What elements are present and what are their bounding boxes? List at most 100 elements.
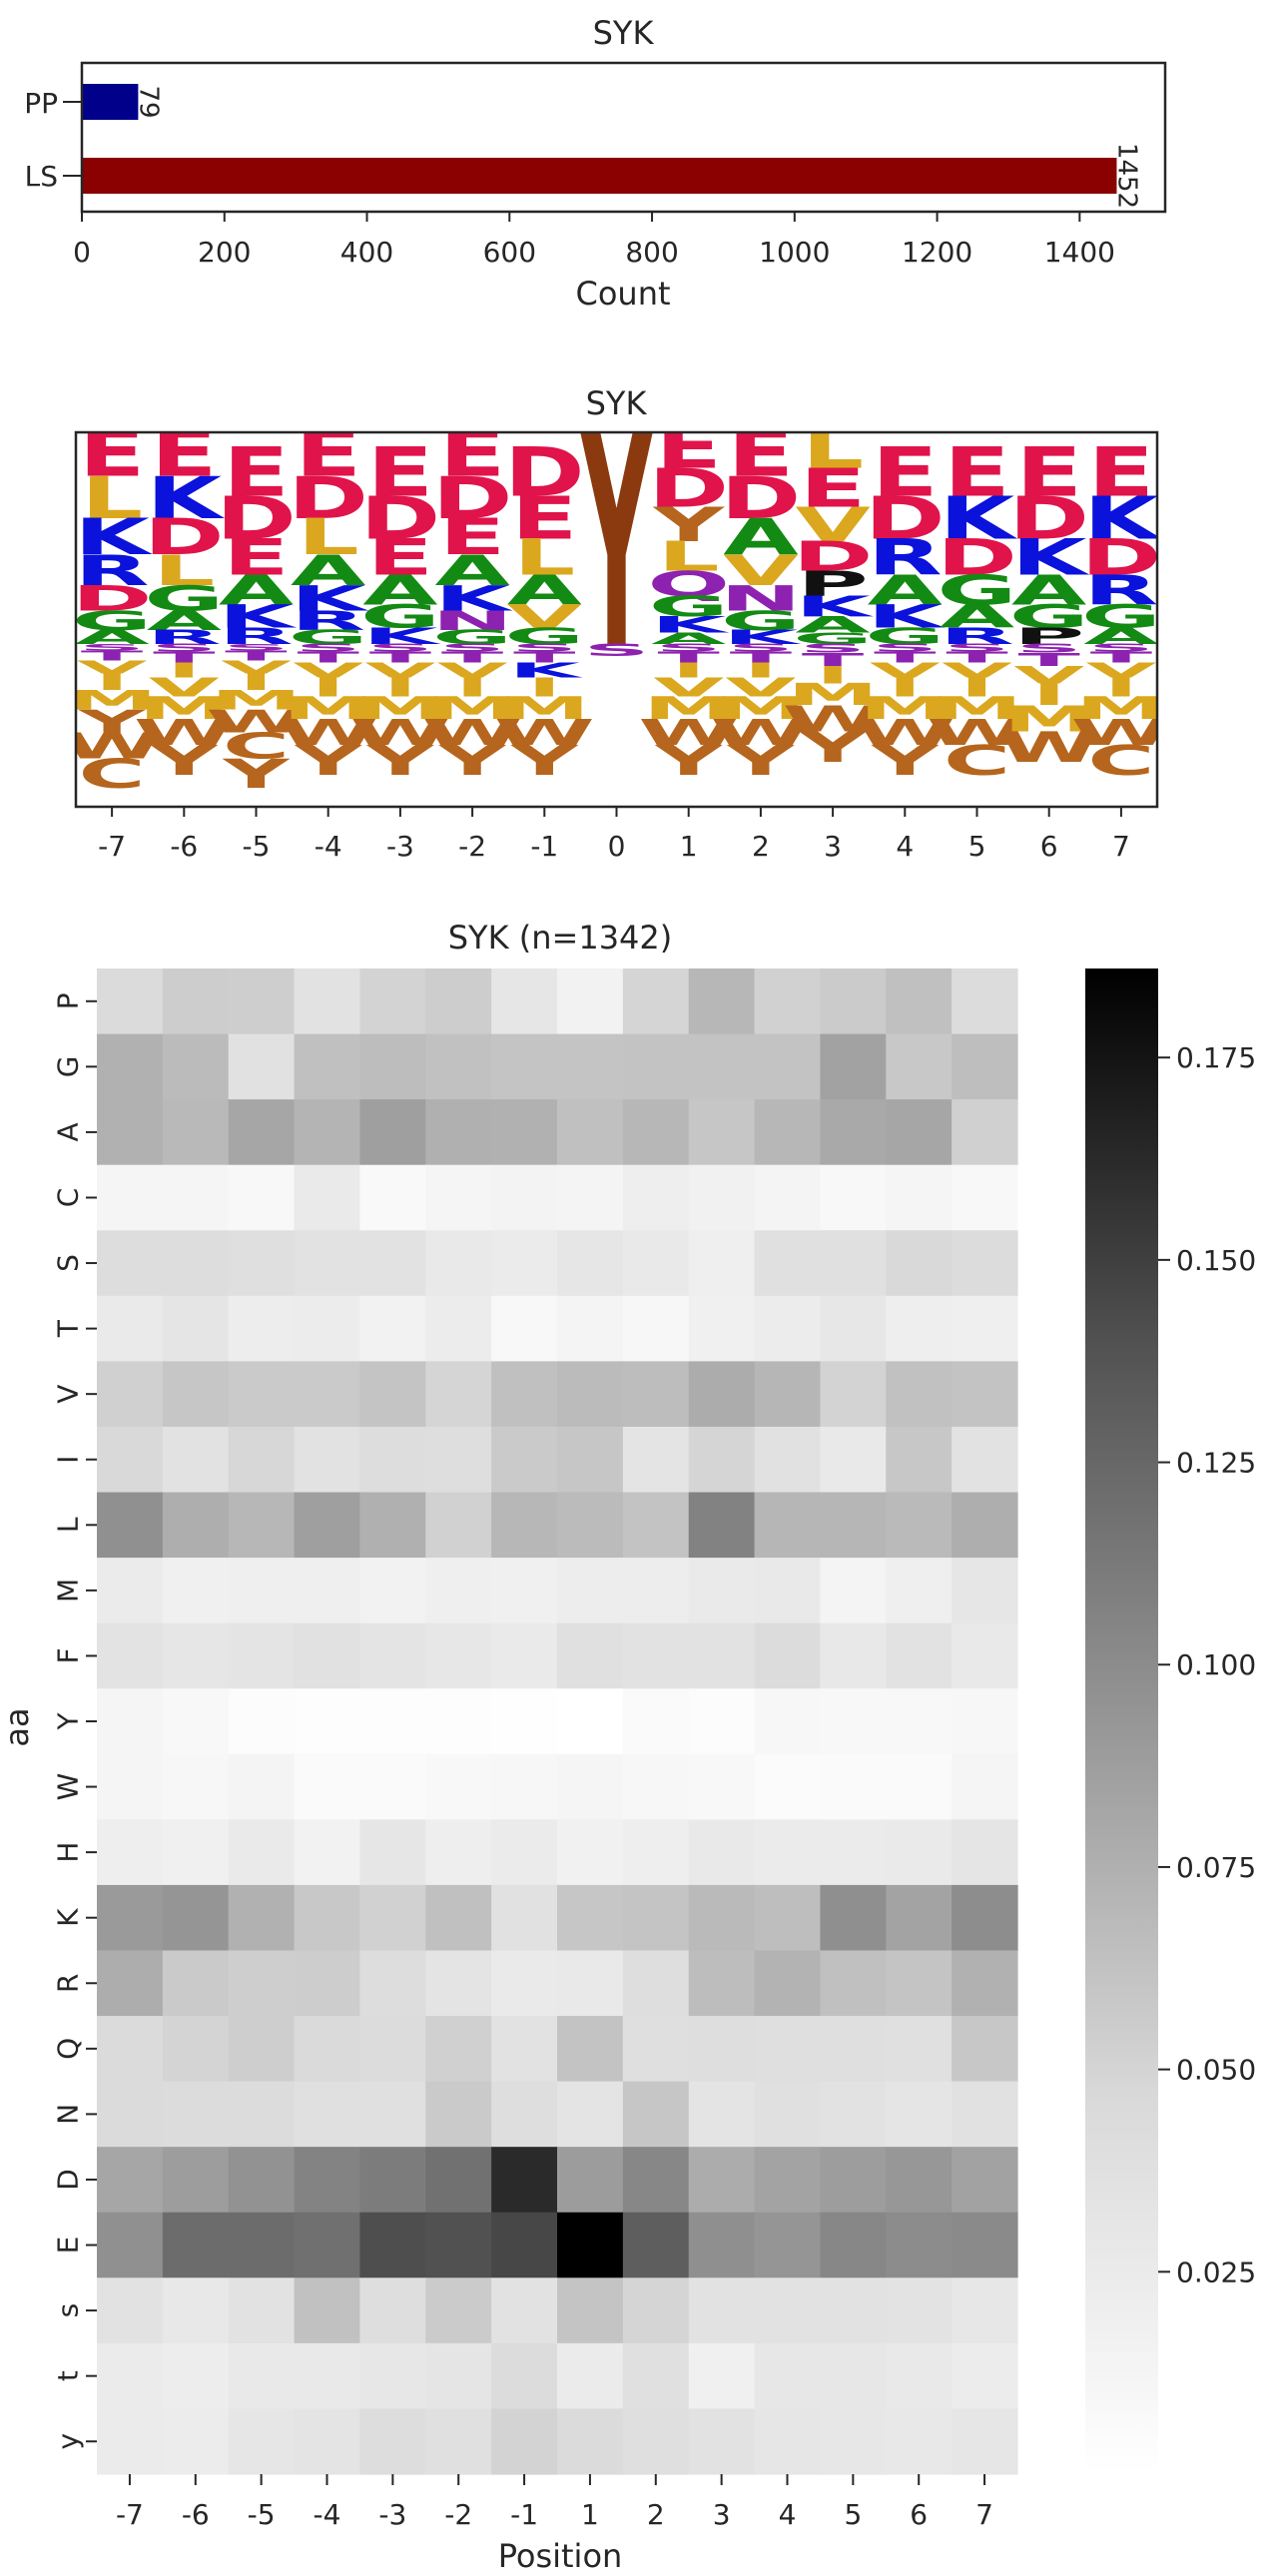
heatmap-y-tick-label: V bbox=[52, 1385, 85, 1404]
bar-x-tick-label: 1000 bbox=[759, 236, 830, 269]
heatmap-x-tick-label: 5 bbox=[844, 2498, 862, 2531]
heatmap-cell bbox=[886, 1950, 953, 2017]
heatmap-cell bbox=[886, 1492, 953, 1559]
heatmap-cell bbox=[359, 1884, 426, 1952]
logo-x-tick-label: -3 bbox=[386, 830, 414, 863]
logo-letter: Q bbox=[647, 564, 730, 604]
heatmap-cell bbox=[162, 1884, 230, 1952]
logo-letter: W bbox=[638, 713, 739, 754]
logo-letter: V bbox=[1013, 661, 1084, 689]
heatmap-cell bbox=[425, 1622, 492, 1689]
heatmap-cell bbox=[820, 2016, 887, 2083]
logo-letter: R bbox=[75, 546, 150, 596]
logo-letter: G bbox=[144, 579, 224, 619]
heatmap-cell bbox=[886, 2147, 953, 2214]
logo-letter: D bbox=[144, 508, 225, 566]
logo-letter: L bbox=[81, 464, 143, 531]
heatmap-y-axis-label: aa bbox=[0, 1707, 36, 1746]
logo-x-tick-label: -2 bbox=[458, 830, 486, 863]
heatmap-x-tick-label: -1 bbox=[510, 2498, 538, 2531]
logo-letter: W bbox=[278, 713, 378, 754]
heatmap-cell bbox=[228, 2212, 296, 2278]
heatmap-cell bbox=[294, 2016, 361, 2083]
heatmap-cell bbox=[294, 1164, 361, 1231]
heatmap-cell bbox=[359, 1688, 426, 1755]
logo-letter: S bbox=[728, 642, 794, 654]
heatmap-cell bbox=[359, 2342, 426, 2410]
heatmap-cell bbox=[228, 1426, 296, 1494]
heatmap-y-tick-label: A bbox=[52, 1122, 85, 1141]
logo-letter: S bbox=[1016, 642, 1082, 656]
bar-y-axis: PP LS bbox=[24, 87, 82, 193]
heatmap-cell bbox=[491, 1164, 558, 1231]
logo-letter: A bbox=[795, 612, 871, 638]
logo-letter: A bbox=[723, 508, 798, 566]
heatmap-cell bbox=[688, 2016, 756, 2083]
heatmap-y-tick-label: H bbox=[52, 1842, 85, 1863]
heatmap-cell bbox=[359, 968, 426, 1035]
logo-letter: N bbox=[720, 579, 801, 619]
heatmap-cell bbox=[557, 1426, 624, 1494]
logo-letter: V bbox=[365, 659, 436, 683]
heatmap-cell bbox=[425, 1230, 492, 1297]
logo-letter: M bbox=[499, 691, 590, 727]
logo-letter: S bbox=[296, 642, 361, 654]
heatmap-cell bbox=[886, 1688, 953, 1755]
heatmap-cell bbox=[425, 1950, 492, 2017]
heatmap-cell bbox=[359, 1950, 426, 2017]
heatmap-cell bbox=[425, 1164, 492, 1231]
heatmap-cell bbox=[622, 1819, 690, 1886]
logo-letter: D bbox=[1008, 484, 1089, 553]
heatmap-cell bbox=[557, 1622, 624, 1689]
heatmap-cell bbox=[162, 2147, 230, 2214]
logo-letter: D bbox=[1080, 529, 1161, 587]
heatmap-cell bbox=[228, 1295, 296, 1362]
logo-letter: R bbox=[291, 605, 365, 636]
bar bbox=[82, 84, 139, 120]
logo-x-tick-label: 6 bbox=[1040, 830, 1058, 863]
logo-letter: I bbox=[816, 661, 850, 689]
heatmap-cell bbox=[886, 1230, 953, 1297]
heatmap-cell bbox=[97, 2147, 164, 2214]
colorbar-tick-label: 0.075 bbox=[1176, 1851, 1256, 1884]
logo-letter: Y bbox=[365, 737, 435, 785]
heatmap-cell bbox=[688, 1753, 756, 1820]
heatmap-cell bbox=[688, 2081, 756, 2148]
heatmap-cell bbox=[952, 2277, 1018, 2344]
heatmap-cell bbox=[359, 1622, 426, 1689]
logo-letter: Y bbox=[510, 737, 580, 785]
bar-x-tick-label: 0 bbox=[73, 236, 91, 269]
logo-letter: V bbox=[293, 659, 363, 683]
heatmap-cell bbox=[228, 2016, 296, 2083]
logo-letter: K bbox=[74, 508, 153, 566]
heatmap-cell bbox=[820, 968, 887, 1035]
heatmap-cell bbox=[622, 1753, 690, 1820]
heatmap-cell bbox=[886, 2212, 953, 2278]
heatmap-x-tick-label: 1 bbox=[581, 2498, 599, 2531]
heatmap-cell bbox=[754, 2342, 822, 2410]
logo-letter: I bbox=[383, 673, 417, 703]
logo-letter: K bbox=[219, 599, 298, 636]
heatmap-cell bbox=[952, 1033, 1018, 1100]
logo-letter: I bbox=[167, 659, 201, 683]
heatmap-y-tick-label: W bbox=[52, 1773, 85, 1801]
logo-letter: W bbox=[710, 713, 811, 754]
logo-letter: N bbox=[431, 605, 512, 636]
logo-letter: L bbox=[513, 529, 575, 587]
heatmap-x-tick-label: 2 bbox=[647, 2498, 665, 2531]
heatmap-cell bbox=[97, 1164, 164, 1231]
logo-letter: E bbox=[944, 432, 1009, 511]
logo-letter: Y bbox=[654, 737, 724, 785]
logo-x-ticks: -7 -6 -5 -4 -3 -2 -1 0 1 2 3 4 5 6 7 bbox=[98, 807, 1130, 863]
heatmap-cell bbox=[97, 968, 164, 1035]
logo-letter: R bbox=[868, 529, 943, 587]
heatmap-cell bbox=[228, 1622, 296, 1689]
logo-letter: W bbox=[1070, 713, 1171, 754]
colorbar-tick-label: 0.175 bbox=[1176, 1041, 1256, 1074]
heatmap-cell bbox=[754, 2277, 822, 2344]
heatmap-cell bbox=[425, 2212, 492, 2278]
heatmap-cell bbox=[228, 1492, 296, 1559]
heatmap-cell bbox=[622, 1558, 690, 1624]
logo-letter: R bbox=[147, 626, 222, 648]
heatmap-cell bbox=[952, 2212, 1018, 2278]
